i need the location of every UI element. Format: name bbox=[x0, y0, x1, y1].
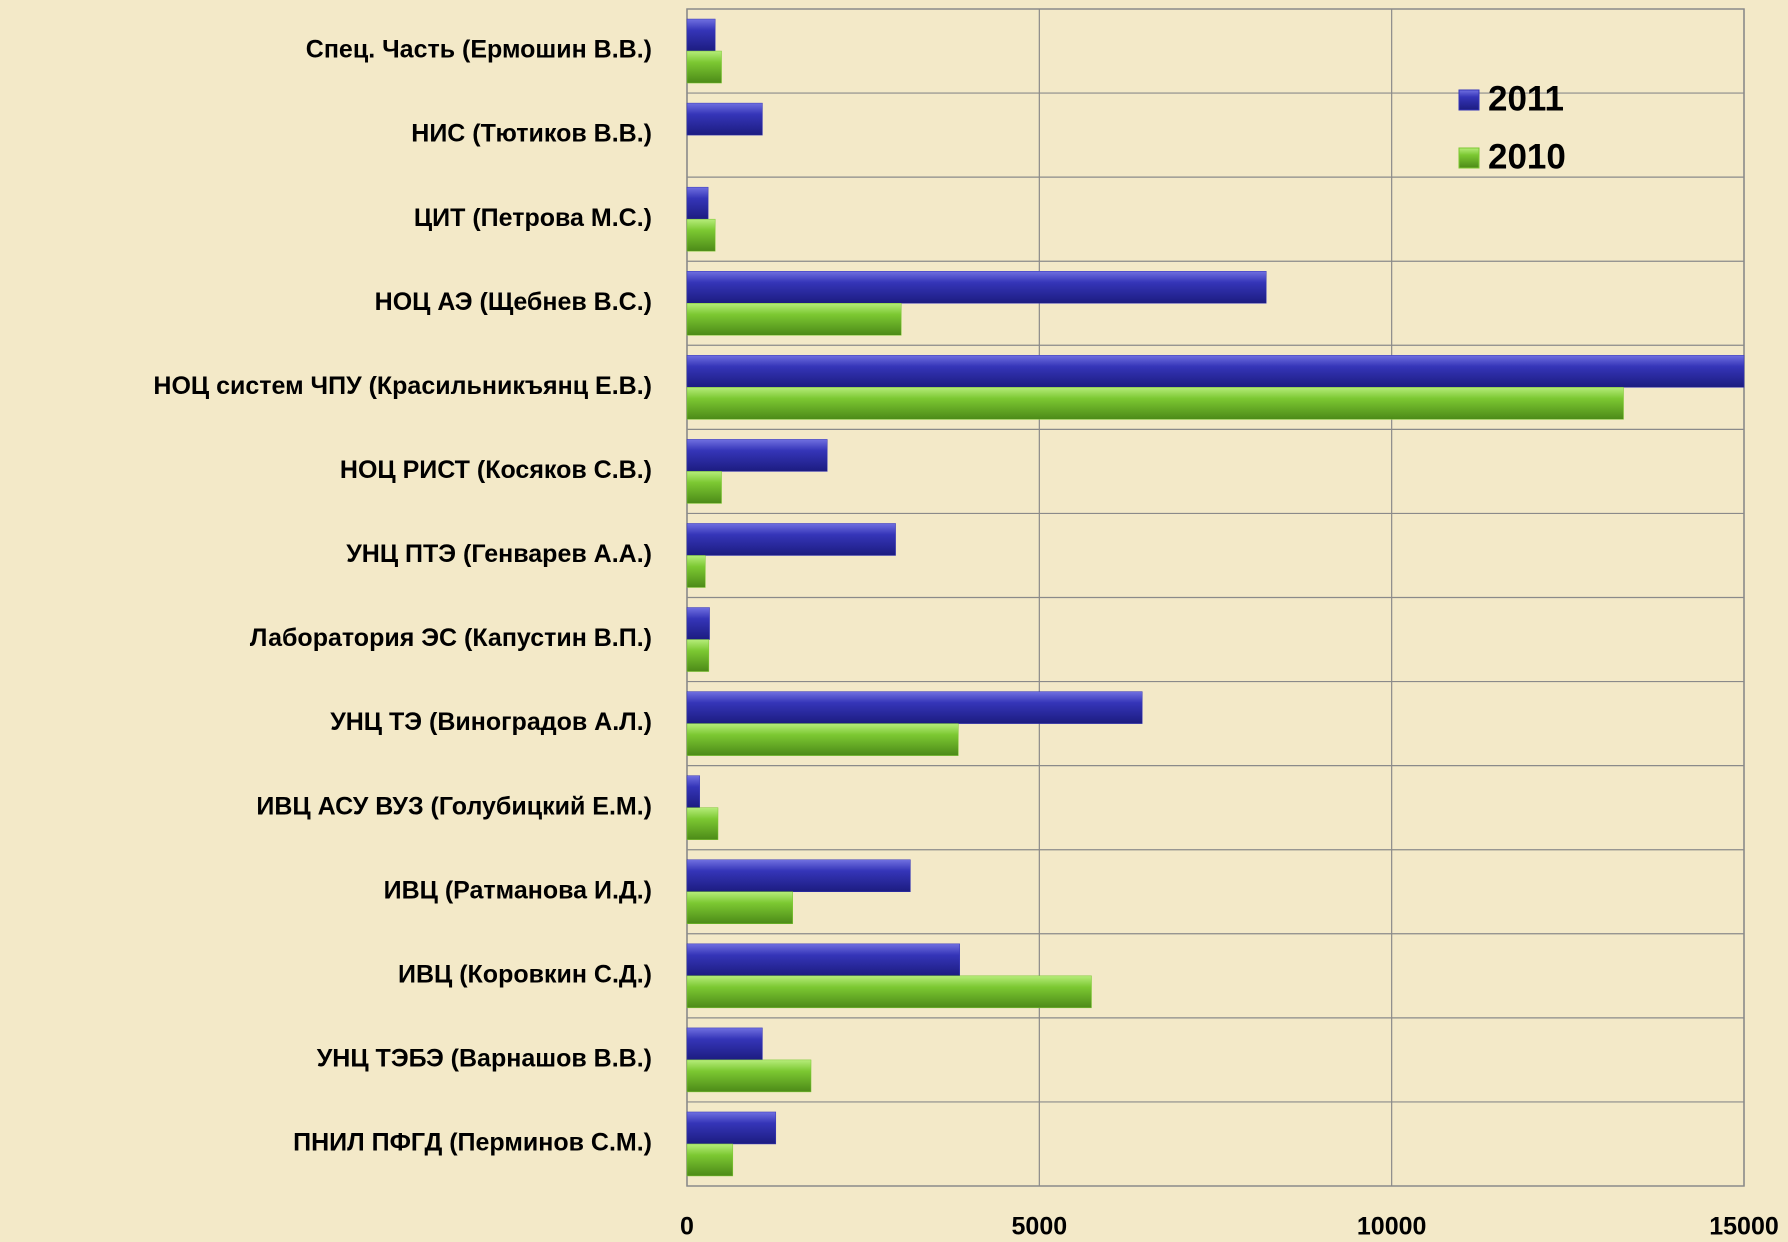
bar bbox=[686, 218, 716, 252]
category-label: УНЦ ТЭБЭ (Варнашов В.В.) bbox=[317, 1045, 652, 1073]
bar bbox=[686, 102, 763, 136]
bar bbox=[686, 1111, 777, 1145]
category-label: ИВЦ (Коровкин С.Д.) bbox=[398, 960, 652, 988]
bar bbox=[686, 439, 828, 472]
x-tick-label: 10000 bbox=[1357, 1213, 1427, 1241]
bar bbox=[686, 859, 911, 892]
bar bbox=[686, 355, 1745, 388]
category-label: НОЦ систем ЧПУ (Красильникъянц Е.В.) bbox=[153, 372, 652, 400]
bar bbox=[686, 723, 959, 756]
category-label: УНЦ ТЭ (Виноградов А.Л.) bbox=[330, 708, 652, 736]
bar bbox=[686, 523, 896, 556]
legend-swatch bbox=[1458, 89, 1480, 111]
bar bbox=[686, 303, 902, 336]
bar bbox=[686, 691, 1143, 724]
category-label: Спец. Часть (Ермошин В.В.) bbox=[306, 36, 652, 64]
category-label: ИВЦ АСУ ВУЗ (Голубицкий Е.М.) bbox=[256, 792, 652, 820]
bar bbox=[686, 1143, 734, 1177]
category-label: НОЦ РИСТ (Косяков С.В.) bbox=[340, 456, 652, 484]
bar bbox=[686, 607, 710, 640]
x-tick-label: 15000 bbox=[1709, 1213, 1779, 1241]
legend-label: 2011 bbox=[1488, 79, 1564, 118]
bar bbox=[686, 1059, 812, 1093]
bar bbox=[686, 975, 1092, 1009]
bar bbox=[686, 639, 710, 672]
legend-swatch bbox=[1458, 147, 1480, 169]
bar bbox=[686, 1027, 763, 1061]
category-label: УНЦ ПТЭ (Генварев А.А.) bbox=[346, 540, 652, 568]
bar bbox=[686, 271, 1267, 304]
bar bbox=[686, 50, 722, 84]
x-tick-label: 0 bbox=[680, 1213, 694, 1241]
bar bbox=[686, 387, 1624, 420]
bar bbox=[686, 775, 700, 808]
bar bbox=[686, 471, 722, 504]
category-label: ПНИЛ ПФГД (Перминов С.М.) bbox=[293, 1129, 652, 1157]
category-label: ЦИТ (Петрова М.С.) bbox=[414, 204, 652, 232]
bar bbox=[686, 891, 793, 924]
category-label: НИС (Тютиков В.В.) bbox=[411, 120, 652, 148]
bar bbox=[686, 943, 960, 977]
bar bbox=[686, 807, 719, 840]
category-label: НОЦ АЭ (Щебнев В.С.) bbox=[375, 288, 652, 316]
bar bbox=[686, 18, 716, 52]
legend-label: 2010 bbox=[1488, 137, 1566, 176]
category-label: Лаборатория ЭС (Капустин В.П.) bbox=[250, 624, 652, 652]
x-tick-label: 5000 bbox=[1012, 1213, 1068, 1241]
bar bbox=[686, 555, 706, 588]
bar bbox=[686, 186, 709, 220]
category-label: ИВЦ (Ратманова И.Д.) bbox=[384, 876, 652, 904]
